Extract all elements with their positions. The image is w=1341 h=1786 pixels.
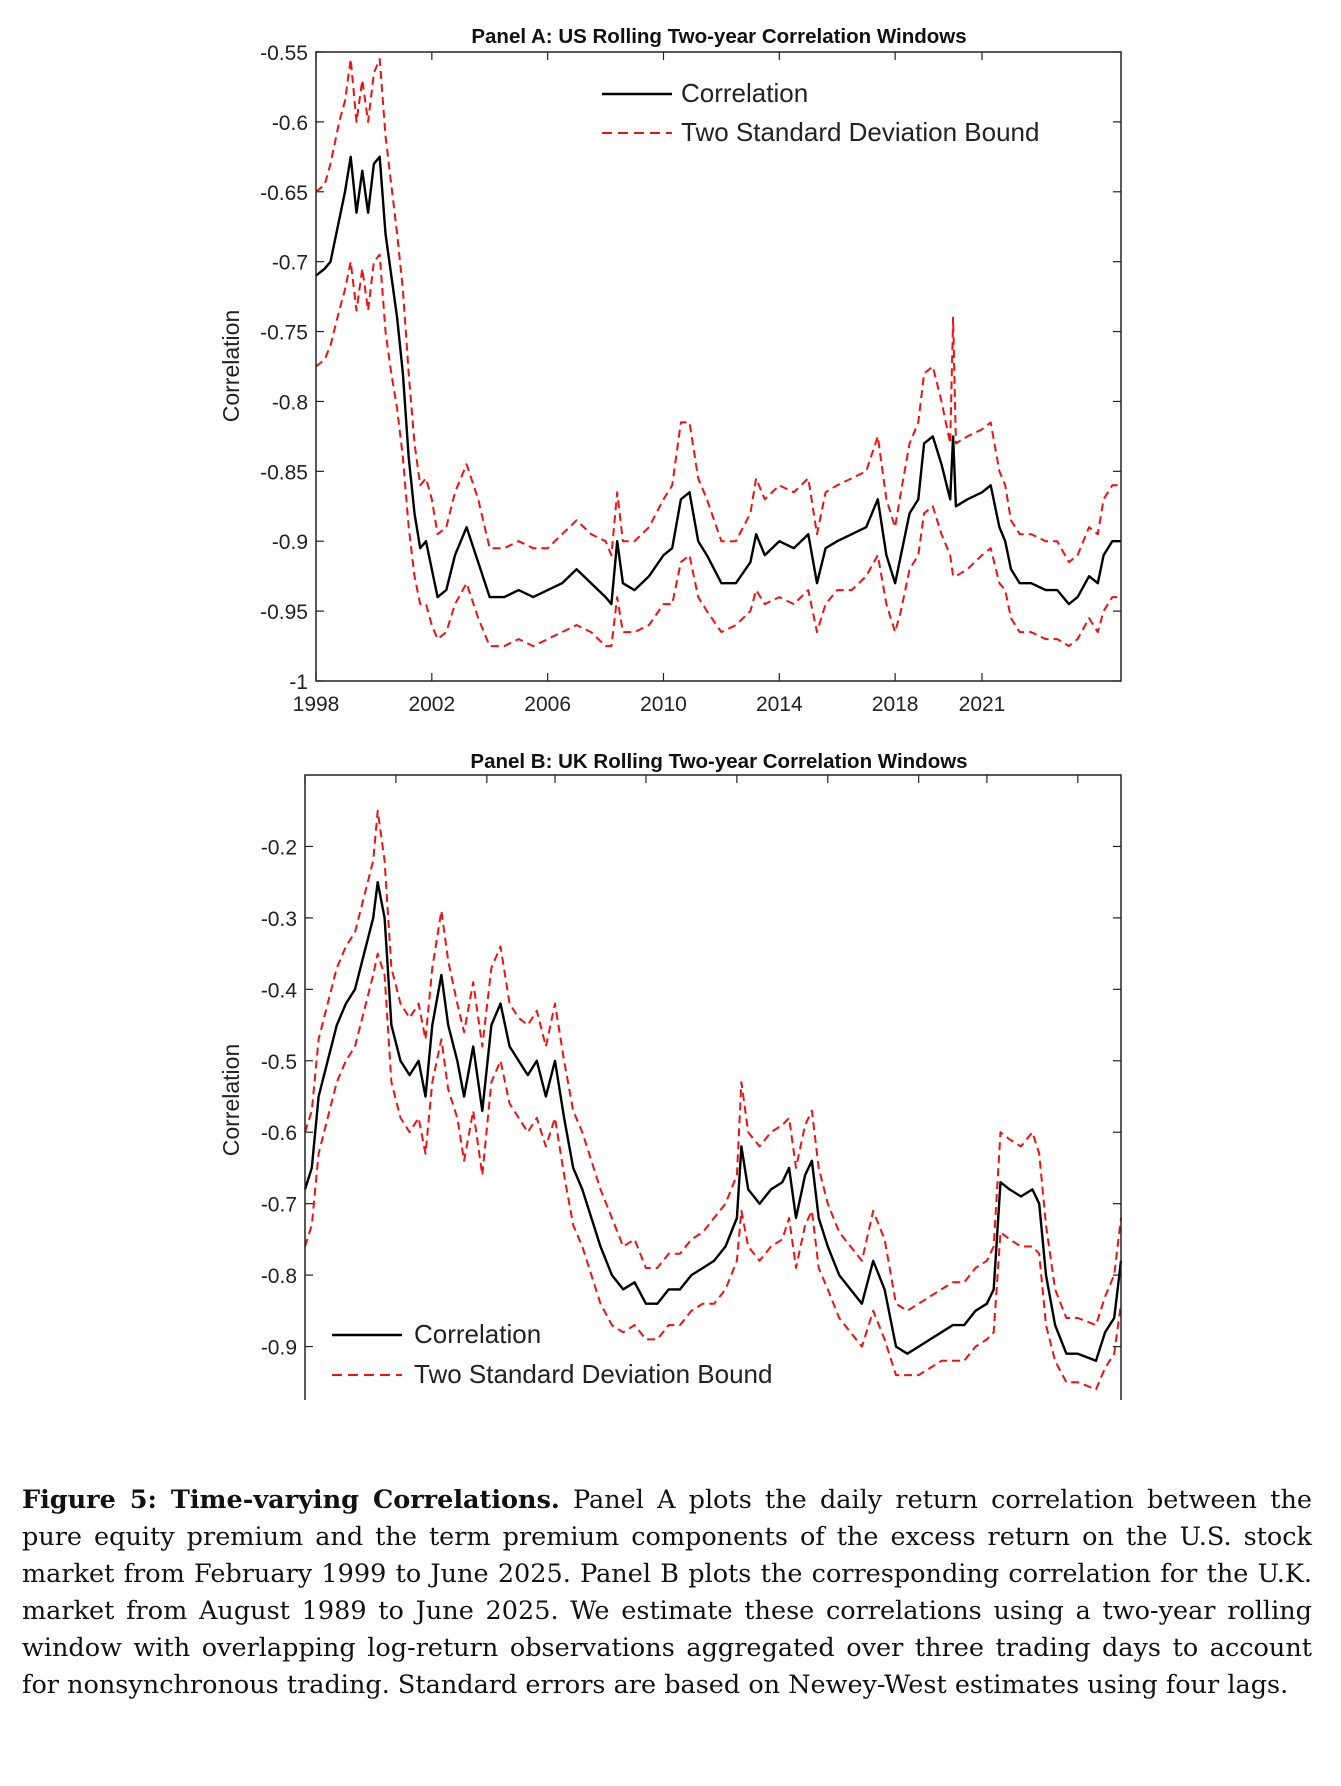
panel-a-title: Panel A: US Rolling Two-year Correlation…: [471, 25, 966, 48]
panel-b-axes-box: [304, 774, 1122, 1400]
panel-a-ylabel: Correlation: [218, 310, 244, 423]
panel-a-axes-box: [315, 51, 1122, 682]
panel-b: Panel B: UK Rolling Two-year Correlation…: [218, 750, 1123, 1400]
caption-text: Panel A plots the daily return correlati…: [22, 1485, 1312, 1700]
panel-b-ylabel: Correlation: [218, 1044, 244, 1157]
caption-lead: Figure 5: Time-varying Correlations.: [22, 1485, 560, 1515]
panel-b-correlation-line: [303, 881, 1123, 1362]
panel-a-ytick-label: -0.95: [260, 601, 308, 624]
panel-b-ytick-label: -0.6: [261, 1122, 297, 1145]
panel-a-xtick-label: 1998: [293, 693, 340, 716]
panel-a-ytick-label: -0.9: [272, 531, 308, 554]
panel-b-legend: Correlation Two Standard Deviation Bound: [332, 1319, 772, 1389]
figure: Panel A: US Rolling Two-year Correlation…: [218, 25, 1123, 1400]
panel-a-ytick-label: -0.65: [260, 182, 308, 205]
panel-b-ytick-label: -0.5: [261, 1051, 297, 1074]
panel-a: Panel A: US Rolling Two-year Correlation…: [218, 25, 1122, 716]
panel-a-ytick-label: -0.7: [272, 252, 308, 275]
panel-a-ytick-label: -1: [289, 671, 308, 694]
panel-a-marks: -0.55 -0.6 -0.65 -0.7 -0.75 -0.8 -0.85 -0.9 -0.9…: [260, 42, 1121, 716]
panel-a-legend: Correlation Two Standard Deviation Bound: [602, 78, 1039, 147]
panel-a-ytick-label: -0.6: [272, 112, 308, 135]
figure-caption: Figure 5: Time-varying Correlations. Pan…: [22, 1482, 1312, 1704]
panel-b-legend-correlation-label: Correlation: [414, 1319, 541, 1349]
panel-b-ytick-label: -0.2: [261, 836, 297, 859]
panel-a-xtick-label: 2021: [959, 693, 1006, 716]
panel-b-ytick-label: -0.4: [261, 979, 298, 1002]
panel-a-correlation-line: [315, 155, 1121, 606]
panel-a-upper-bound-line: [315, 58, 1121, 564]
panel-b-ytick-label: -0.3: [261, 908, 297, 931]
panel-b-ytick-label: -0.9: [261, 1337, 297, 1360]
panel-a-legend-correlation-label: Correlation: [681, 78, 808, 108]
panel-a-xtick-label: 2010: [640, 693, 687, 716]
panel-b-lower-bound-line: [304, 952, 1122, 1391]
panel-a-xtick-label: 2006: [524, 693, 571, 716]
panel-b-ytick-label: -0.7: [261, 1194, 297, 1217]
panel-b-title: Panel B: UK Rolling Two-year Correlation…: [470, 750, 967, 773]
panel-a-lower-bound-line: [315, 253, 1121, 648]
panel-a-ytick-label: -0.55: [260, 42, 308, 65]
panel-a-xtick-label: 2018: [872, 693, 919, 716]
panel-a-legend-bound-label: Two Standard Deviation Bound: [681, 117, 1039, 147]
panel-b-legend-bound-label: Two Standard Deviation Bound: [414, 1359, 772, 1389]
panel-a-ytick-label: -0.75: [260, 322, 308, 345]
panel-a-ytick-label: -0.85: [260, 461, 308, 484]
panel-b-ytick-label: -0.8: [261, 1265, 297, 1288]
panel-a-ytick-label: -0.8: [272, 391, 308, 414]
panel-a-xtick-label: 2002: [408, 693, 455, 716]
panel-b-marks: -0.2-0.3-0.4-0.5-0.6-0.7-0.8-0.9-1198919…: [261, 775, 1123, 1391]
panel-a-xtick-label: 2014: [756, 693, 803, 716]
panel-b-upper-bound-line: [304, 809, 1122, 1327]
